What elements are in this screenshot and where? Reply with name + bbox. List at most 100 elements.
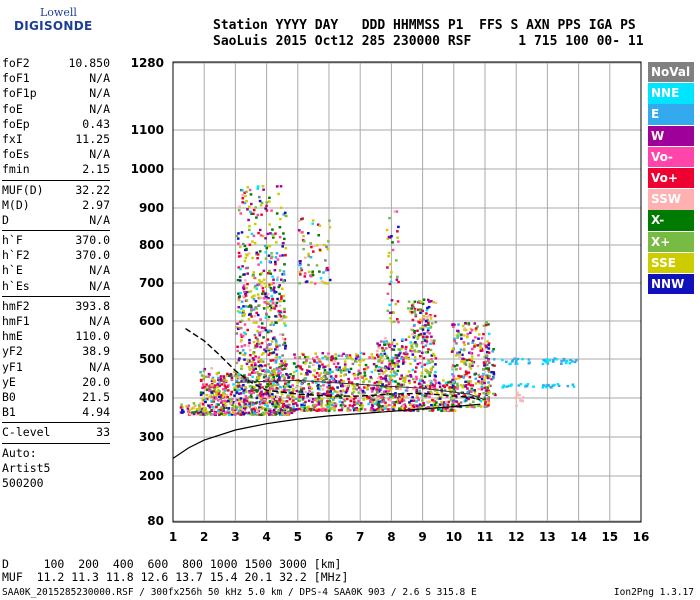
echo-point bbox=[377, 390, 381, 393]
echo-point bbox=[326, 400, 329, 403]
echo-point bbox=[426, 384, 429, 387]
param-name: foEp bbox=[2, 116, 30, 131]
echo-point bbox=[428, 379, 431, 382]
legend-item: NNW bbox=[648, 273, 694, 295]
echo-point bbox=[383, 404, 387, 407]
echo-point bbox=[263, 400, 267, 403]
echo-point bbox=[350, 381, 354, 384]
echo-point bbox=[273, 307, 276, 310]
echo-point bbox=[284, 344, 287, 347]
echo-point bbox=[267, 302, 270, 306]
echo-point bbox=[268, 260, 271, 263]
echo-point bbox=[564, 361, 568, 365]
param-name: yE bbox=[2, 374, 16, 389]
echo-point bbox=[237, 298, 241, 302]
echo-point bbox=[267, 370, 270, 373]
echo-point bbox=[373, 381, 377, 385]
echo-point bbox=[240, 367, 243, 371]
echo-point bbox=[453, 386, 457, 389]
echo-point bbox=[434, 370, 437, 374]
digisonde-logo: Lowell DIGISONDE bbox=[6, 4, 106, 40]
echo-point bbox=[393, 364, 397, 368]
echo-point bbox=[453, 337, 456, 341]
echo-point bbox=[266, 382, 269, 386]
echo-point bbox=[192, 402, 196, 405]
echo-point bbox=[418, 300, 421, 303]
echo-point bbox=[447, 381, 450, 384]
echo-point bbox=[486, 386, 489, 389]
echo-point bbox=[231, 413, 234, 416]
echo-point bbox=[361, 390, 365, 393]
echo-point bbox=[448, 386, 452, 389]
echo-point bbox=[237, 255, 241, 258]
echo-point bbox=[271, 373, 275, 376]
echo-point bbox=[248, 341, 251, 345]
echo-point bbox=[471, 341, 474, 344]
echo-point bbox=[443, 408, 446, 411]
echo-point bbox=[321, 393, 324, 396]
echo-point bbox=[471, 384, 475, 387]
echo-point bbox=[270, 306, 273, 310]
echo-point bbox=[252, 319, 256, 322]
echo-point bbox=[407, 307, 410, 310]
echo-point bbox=[273, 291, 277, 295]
echo-point bbox=[281, 254, 284, 257]
echo-point bbox=[248, 390, 251, 393]
echo-point bbox=[438, 382, 442, 386]
echo-point bbox=[521, 357, 524, 361]
echo-point bbox=[279, 206, 283, 209]
echo-point bbox=[477, 333, 481, 336]
header-value: 100 bbox=[565, 34, 589, 49]
echo-point bbox=[432, 352, 435, 356]
echo-point bbox=[280, 318, 284, 321]
echo-point bbox=[396, 300, 400, 303]
echo-point bbox=[396, 318, 399, 321]
echo-point bbox=[275, 374, 279, 378]
echo-point bbox=[283, 322, 286, 325]
echo-point bbox=[431, 360, 434, 363]
echo-point bbox=[426, 370, 429, 373]
echo-point bbox=[365, 386, 369, 390]
echo-point bbox=[289, 373, 292, 376]
echo-point bbox=[282, 375, 285, 378]
echo-point bbox=[282, 241, 285, 245]
echo-point bbox=[266, 272, 270, 275]
echo-point bbox=[275, 380, 278, 383]
echo-point bbox=[292, 399, 295, 402]
param-value: 21.5 bbox=[82, 389, 110, 404]
echo-point bbox=[462, 341, 466, 344]
echo-point bbox=[247, 373, 251, 376]
echo-point bbox=[269, 387, 273, 390]
echo-point bbox=[278, 344, 281, 347]
echo-point bbox=[390, 363, 394, 366]
echo-point bbox=[267, 384, 271, 387]
echo-point bbox=[276, 258, 280, 261]
echo-point bbox=[309, 361, 312, 364]
echo-point bbox=[428, 385, 432, 388]
echo-point bbox=[396, 369, 400, 373]
echo-point bbox=[270, 412, 274, 415]
header-value: Oct12 bbox=[314, 34, 354, 49]
echo-point bbox=[245, 397, 249, 400]
echo-point bbox=[347, 377, 350, 381]
echo-point bbox=[483, 364, 486, 367]
echo-point bbox=[242, 242, 245, 246]
x-tick-label: 13 bbox=[539, 530, 556, 544]
echo-point bbox=[280, 278, 283, 281]
param-name: hmF1 bbox=[2, 314, 30, 328]
echo-point bbox=[319, 372, 323, 375]
echo-point bbox=[452, 325, 455, 328]
echo-point bbox=[248, 205, 251, 208]
echo-point bbox=[278, 310, 282, 313]
echo-point bbox=[514, 362, 518, 365]
legend-item: NoVal bbox=[648, 62, 694, 83]
echo-point bbox=[431, 365, 435, 369]
echo-point bbox=[222, 375, 226, 378]
echo-point bbox=[460, 333, 463, 336]
echo-point bbox=[265, 385, 268, 389]
echo-point bbox=[250, 202, 253, 206]
echo-point bbox=[245, 200, 248, 203]
echo-point bbox=[249, 367, 252, 370]
echo-point bbox=[279, 366, 283, 370]
echo-point bbox=[447, 409, 450, 412]
